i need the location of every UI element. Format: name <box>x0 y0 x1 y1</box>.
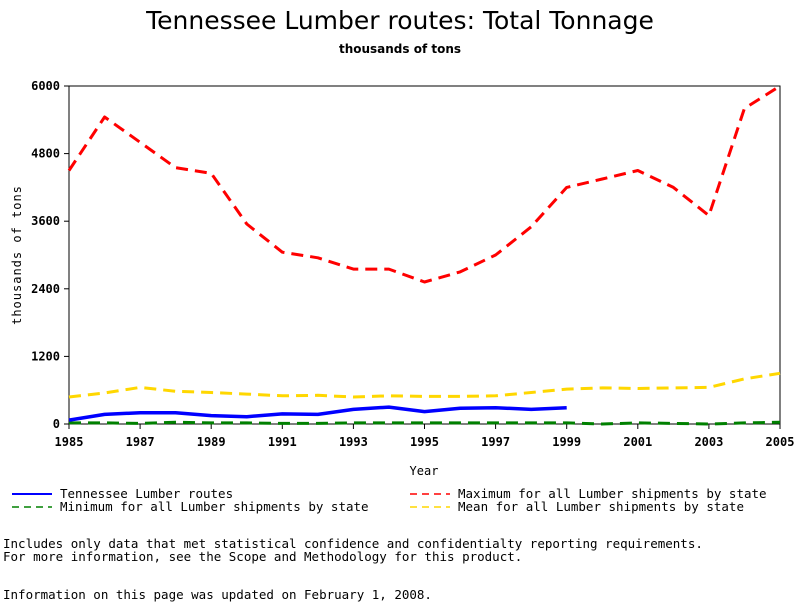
x-tick-label: 2003 <box>694 435 723 449</box>
y-tick-label: 0 <box>53 417 60 431</box>
x-tick-label: 1997 <box>481 435 510 449</box>
update-note: Information on this page was updated on … <box>3 587 432 602</box>
x-tick-label: 2001 <box>623 435 652 449</box>
x-tick-label: 1989 <box>197 435 226 449</box>
confidence-note: Includes only data that met statistical … <box>3 536 703 551</box>
x-tick-label: 1991 <box>268 435 297 449</box>
plot-frame <box>68 85 781 425</box>
x-axis-title: Year <box>410 464 439 478</box>
line-chart: 1985 1987 1989 1991 1993 1995 1997 1999 2001 2003… <box>10 79 795 514</box>
y-tick-label: 2400 <box>31 282 60 296</box>
legend-label-2: Minimum for all Lumber shipments by stat… <box>60 499 369 514</box>
y-axis-title: thousands of tons <box>10 185 24 325</box>
series-line-3 <box>68 371 781 399</box>
methodology-note: For more information, see the Scope and … <box>3 549 523 564</box>
series-line-2 <box>69 420 781 426</box>
x-tick-label: 2005 <box>766 435 795 449</box>
x-tick-label: 1993 <box>339 435 368 449</box>
legend-label-1: Maximum for all Lumber shipments by stat… <box>458 486 767 501</box>
y-tick-label: 1200 <box>31 349 60 363</box>
x-tick-label: 1999 <box>552 435 581 449</box>
y-tick-label: 3600 <box>31 214 60 228</box>
series-line-0 <box>68 405 567 422</box>
x-tick-label: 1985 <box>55 435 84 449</box>
chart-subtitle: thousands of tons <box>338 42 462 56</box>
series-line-1 <box>67 84 781 284</box>
legend-label-3: Mean for all Lumber shipments by state <box>458 499 744 514</box>
y-tick-label: 6000 <box>31 79 60 93</box>
x-tick-label: 1995 <box>410 435 439 449</box>
legend: Tennessee Lumber routes Maximum for all L… <box>12 486 767 514</box>
x-tick-label: 1987 <box>126 435 155 449</box>
legend-label-0: Tennessee Lumber routes <box>60 486 233 501</box>
y-tick-label: 4800 <box>31 147 60 161</box>
chart-title: Tennessee Lumber routes: Total Tonnage <box>146 6 654 35</box>
